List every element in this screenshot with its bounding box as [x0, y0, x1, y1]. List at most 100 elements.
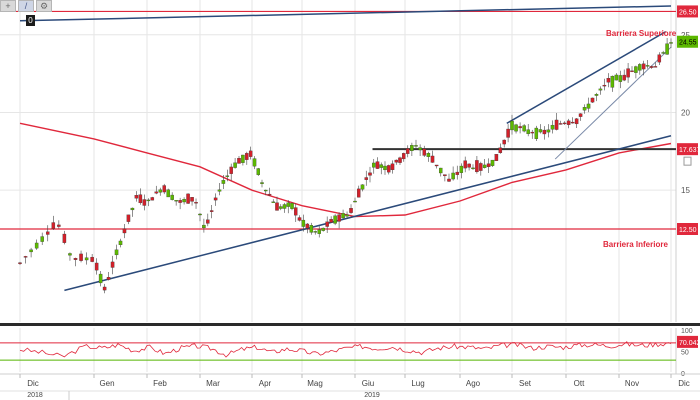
candle-body [630, 70, 634, 72]
candle [190, 197, 194, 206]
candle [438, 167, 443, 177]
x-tick-dic-12: Dic [678, 379, 690, 388]
candle-body [665, 43, 669, 55]
candle-body [598, 88, 603, 91]
candle-body [267, 193, 272, 196]
candle [345, 211, 349, 219]
candle-body [206, 219, 210, 224]
candle-body [530, 131, 535, 134]
candle-body [638, 64, 642, 71]
candle-body [390, 163, 395, 171]
trendline-1 [64, 135, 672, 292]
candle-body [18, 262, 22, 264]
x-tick-giu-6: Giu [362, 379, 374, 388]
candle [562, 121, 567, 125]
upper-barrier-badge-text: 26.50 [679, 9, 697, 16]
candle [194, 198, 198, 209]
candle-body [293, 207, 298, 216]
candle-body [174, 200, 178, 202]
candle [154, 185, 159, 195]
rsi-value-badge-box [677, 335, 698, 348]
candle-body [558, 123, 563, 125]
candle [202, 218, 206, 233]
candle [57, 220, 61, 229]
candle [602, 78, 607, 91]
candle-body [438, 167, 443, 174]
candle-body [506, 128, 510, 138]
candle [653, 62, 658, 68]
candle [398, 156, 402, 165]
candle [174, 200, 178, 206]
rsi-panel: 100500 [0, 328, 693, 378]
candle-body [578, 113, 583, 117]
candle-body [426, 153, 431, 157]
candle [166, 188, 170, 198]
candle [122, 223, 127, 239]
draw-line-icon[interactable]: / [18, 0, 34, 12]
candle-body [522, 125, 526, 132]
x-tick-ott-10: Ott [574, 379, 585, 388]
support-level-badge-text: 17.6375 [679, 147, 700, 154]
candle [364, 170, 368, 186]
candle [34, 239, 39, 250]
candle-body [178, 200, 182, 203]
candle [459, 163, 464, 179]
candle-body [534, 127, 539, 139]
candle-body [490, 159, 495, 166]
year-label-2018: 2018 [27, 392, 43, 399]
candle-body [162, 185, 166, 193]
candle [260, 179, 264, 188]
rsi-value-badge-text: 70.0421 [679, 340, 700, 347]
candle [582, 104, 587, 114]
candle [110, 255, 115, 275]
candle [134, 191, 139, 202]
candle [40, 232, 44, 246]
candle-body [401, 153, 406, 160]
candle [221, 175, 226, 190]
candle-body [84, 257, 89, 261]
candle [418, 144, 422, 157]
candle [275, 196, 279, 211]
candle [542, 126, 547, 140]
candle [213, 193, 218, 206]
candle [534, 125, 539, 142]
upper-barrier-badge: 26.50 [677, 5, 698, 18]
candle [510, 114, 514, 135]
candle [614, 73, 619, 81]
candle [130, 207, 135, 217]
candle [622, 69, 626, 82]
panel-separator [0, 323, 700, 326]
settings-icon[interactable]: ⚙ [36, 0, 52, 12]
candle [68, 252, 72, 261]
candle-body [290, 202, 294, 209]
candle-body [610, 75, 615, 88]
last-price-badge: 24.55 [677, 35, 698, 48]
plus-icon[interactable]: + [0, 0, 16, 12]
candle [241, 154, 245, 166]
candle-body [194, 202, 198, 204]
candle-body [225, 175, 230, 177]
candle-body [447, 178, 451, 182]
candle-body [518, 126, 522, 129]
candle [329, 216, 333, 224]
candle-body [94, 262, 99, 271]
candle [79, 250, 83, 263]
candle-body [422, 148, 426, 156]
rsi-value-badge: 70.0421 [677, 335, 700, 348]
candle [526, 124, 530, 137]
candle [23, 255, 28, 264]
candle-body [375, 161, 380, 169]
candle [293, 203, 298, 222]
candle [73, 257, 78, 267]
candle-body [166, 189, 170, 198]
candle [106, 271, 111, 281]
candle [401, 152, 406, 162]
candle [638, 62, 642, 75]
candle [150, 196, 155, 201]
candle [383, 161, 387, 175]
candle-body [190, 197, 194, 202]
candle [490, 159, 495, 168]
candle-body [23, 256, 28, 258]
support-level-badge: 17.6375 [677, 143, 700, 156]
candle-body [345, 214, 349, 217]
